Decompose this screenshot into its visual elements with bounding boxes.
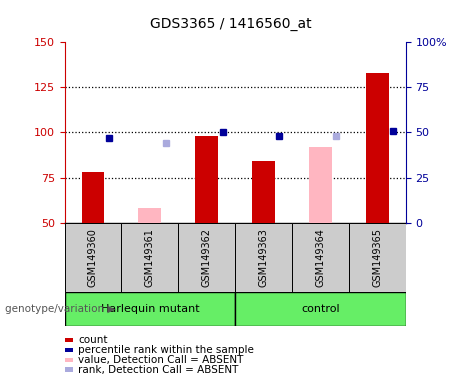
- Bar: [121, 223, 178, 292]
- Text: GSM149363: GSM149363: [259, 228, 269, 287]
- Bar: [138, 208, 161, 223]
- Text: GDS3365 / 1416560_at: GDS3365 / 1416560_at: [150, 17, 311, 31]
- Bar: [292, 223, 349, 292]
- Text: rank, Detection Call = ABSENT: rank, Detection Call = ABSENT: [78, 365, 239, 375]
- Text: value, Detection Call = ABSENT: value, Detection Call = ABSENT: [78, 355, 244, 365]
- Bar: [65, 292, 235, 326]
- Bar: [366, 73, 389, 223]
- Bar: [82, 172, 104, 223]
- Text: GSM149360: GSM149360: [88, 228, 98, 287]
- Bar: [195, 136, 218, 223]
- Text: genotype/variation ▶: genotype/variation ▶: [5, 304, 115, 314]
- Text: GSM149365: GSM149365: [372, 228, 382, 287]
- Text: count: count: [78, 335, 108, 345]
- Bar: [309, 147, 332, 223]
- Text: GSM149361: GSM149361: [145, 228, 155, 287]
- Bar: [235, 223, 292, 292]
- Text: Harlequin mutant: Harlequin mutant: [100, 304, 199, 314]
- Text: GSM149362: GSM149362: [201, 228, 212, 287]
- Bar: [65, 223, 121, 292]
- Text: percentile rank within the sample: percentile rank within the sample: [78, 345, 254, 355]
- Text: control: control: [301, 304, 340, 314]
- Bar: [178, 223, 235, 292]
- Bar: [235, 292, 406, 326]
- Bar: [252, 161, 275, 223]
- Text: GSM149364: GSM149364: [315, 228, 325, 287]
- Bar: [349, 223, 406, 292]
